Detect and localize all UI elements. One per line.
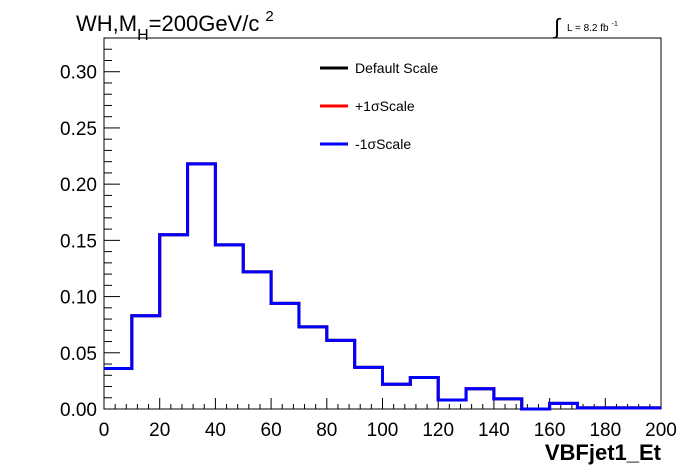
x-tick-label: 140 (478, 420, 510, 441)
x-tick-label: 40 (205, 420, 226, 441)
x-tick-label: 100 (367, 420, 399, 441)
x-tick-label: 80 (316, 420, 337, 441)
legend-label-1: +1σScale (355, 98, 415, 114)
title-rest: =200GeV/c (149, 11, 260, 36)
legend-label-0: Default Scale (355, 60, 438, 76)
y-tick-label: 0.15 (60, 231, 97, 252)
y-tick-label: 0.25 (60, 119, 97, 140)
x-tick-label: 120 (422, 420, 454, 441)
x-axis-label: VBFjet1_Et (545, 440, 662, 465)
x-tick-label: 0 (99, 420, 110, 441)
y-tick-label: 0.10 (60, 288, 97, 309)
series-line-2 (104, 162, 661, 411)
title-main: WH,M (76, 11, 137, 36)
title-subscript: H (137, 27, 149, 44)
lumi-superscript: -1 (612, 21, 618, 28)
y-tick-label: 0.20 (60, 175, 97, 196)
x-tick-label: 60 (261, 420, 282, 441)
lumi-label: L = 8.2 fb -1 (567, 21, 618, 34)
x-axis-tick-labels: 0 20 40 60 80 100 120 140 160 180 200 (99, 420, 677, 441)
x-tick-label: 160 (534, 420, 566, 441)
lumi-text: L = 8.2 fb (567, 23, 609, 34)
chart-title: WH,MH=200GeV/c 2 (76, 8, 274, 44)
y-tick-label: 0.30 (60, 63, 97, 84)
histogram-series (104, 162, 661, 411)
x-axis-ticks (103, 398, 662, 409)
x-tick-label: 180 (589, 420, 621, 441)
legend: Default Scale +1σScale -1σScale (320, 60, 438, 152)
x-tick-label: 200 (645, 420, 677, 441)
x-tick-label: 20 (149, 420, 170, 441)
lumi-integral: ∫ (552, 14, 562, 39)
y-tick-label: 0.00 (60, 400, 97, 421)
title-superscript: 2 (265, 8, 273, 25)
y-axis-ticks (104, 37, 120, 410)
legend-label-2: -1σScale (355, 136, 411, 152)
y-tick-label: 0.05 (60, 344, 97, 365)
y-axis-tick-labels: 0.00 0.05 0.10 0.15 0.20 0.25 0.30 (60, 63, 97, 421)
